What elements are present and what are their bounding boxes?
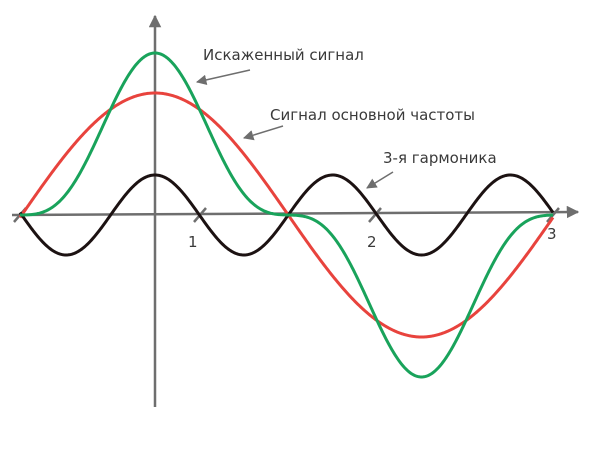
arrow (242, 125, 284, 141)
annotation: Искаженный сигнал (203, 46, 364, 64)
waveforms (18, 51, 555, 379)
harmonic-curve (18, 173, 555, 257)
distorted-curve (19, 51, 554, 379)
tick-label: 1 (188, 233, 198, 251)
tick-label: 3 (547, 225, 557, 243)
x-axis (11, 205, 580, 219)
arrow (366, 171, 394, 189)
arrow (195, 69, 251, 86)
annotation: 3-я гармоника (383, 149, 497, 167)
tick-label: 2 (367, 233, 377, 251)
annotation: Сигнал основной частоты (270, 106, 475, 124)
